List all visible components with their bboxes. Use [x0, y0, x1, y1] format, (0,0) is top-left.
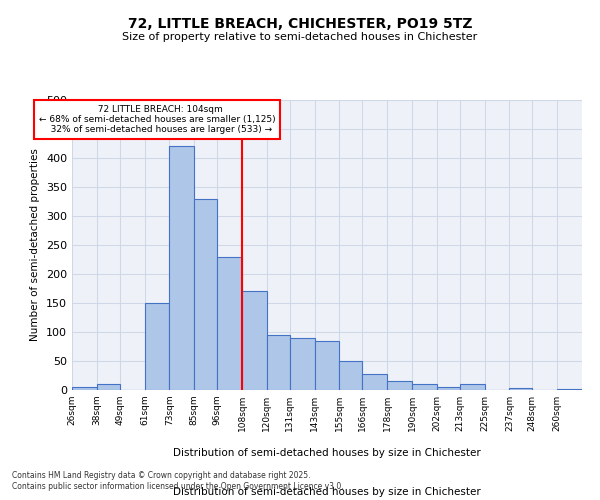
Bar	[314, 340, 340, 390]
Bar	[267, 335, 290, 390]
Bar	[509, 388, 532, 390]
Y-axis label: Number of semi-detached properties: Number of semi-detached properties	[31, 148, 40, 342]
Bar	[460, 384, 485, 390]
Text: Distribution of semi-detached houses by size in Chichester: Distribution of semi-detached houses by …	[173, 448, 481, 458]
Text: 72, LITTLE BREACH, CHICHESTER, PO19 5TZ: 72, LITTLE BREACH, CHICHESTER, PO19 5TZ	[128, 18, 472, 32]
Text: 72 LITTLE BREACH: 104sqm
← 68% of semi-detached houses are smaller (1,125)
   32: 72 LITTLE BREACH: 104sqm ← 68% of semi-d…	[38, 104, 275, 134]
Bar	[242, 292, 267, 390]
Text: Size of property relative to semi-detached houses in Chichester: Size of property relative to semi-detach…	[122, 32, 478, 42]
Text: Contains HM Land Registry data © Crown copyright and database right 2025.: Contains HM Land Registry data © Crown c…	[12, 470, 311, 480]
Bar	[412, 384, 437, 390]
Bar	[362, 374, 387, 390]
Bar	[72, 387, 97, 390]
Bar	[290, 338, 314, 390]
Bar	[340, 361, 362, 390]
Bar	[97, 384, 119, 390]
X-axis label: Distribution of semi-detached houses by size in Chichester: Distribution of semi-detached houses by …	[173, 487, 481, 497]
Bar	[437, 387, 460, 390]
Text: Contains public sector information licensed under the Open Government Licence v3: Contains public sector information licen…	[12, 482, 344, 491]
Bar	[194, 198, 217, 390]
Bar	[169, 146, 194, 390]
Bar	[145, 303, 169, 390]
Bar	[217, 256, 242, 390]
Bar	[387, 382, 412, 390]
